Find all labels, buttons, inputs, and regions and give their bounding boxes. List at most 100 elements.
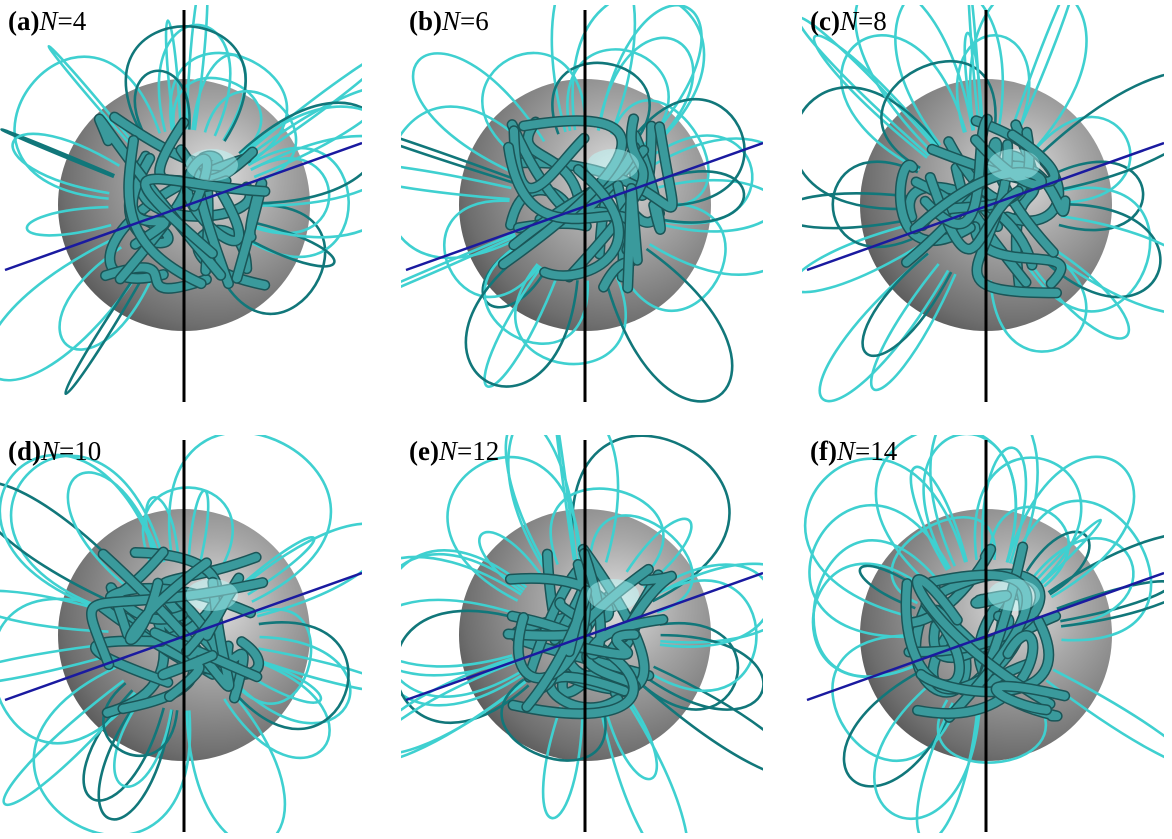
- field-line: [25, 205, 112, 237]
- field-line: [873, 683, 981, 821]
- field-line: [64, 266, 148, 396]
- field-line: [803, 457, 967, 619]
- field-line: [973, 456, 1083, 584]
- highlight: [988, 579, 1040, 611]
- field-line: [0, 597, 138, 745]
- field-line: [185, 692, 287, 833]
- field-line: [411, 52, 546, 176]
- field-line: [203, 89, 298, 184]
- tube: [128, 154, 169, 249]
- panel-label: (b)N=6: [409, 6, 489, 36]
- field-line: [1035, 115, 1132, 204]
- panel-symbol: N: [38, 6, 59, 36]
- field-line: [478, 530, 542, 594]
- tube: [524, 118, 585, 220]
- tube: [99, 550, 234, 691]
- field-line: [596, 36, 695, 157]
- panel: [802, 5, 1164, 403]
- field-line: [627, 97, 746, 207]
- field-line: [401, 598, 515, 677]
- field-line: [922, 435, 1018, 570]
- panel-value: =12: [457, 436, 499, 466]
- field-line: [603, 247, 734, 403]
- field-line: [401, 137, 515, 184]
- field-line: [243, 89, 362, 179]
- panel-value: =4: [58, 6, 87, 36]
- panel: [0, 435, 362, 833]
- field-line: [167, 435, 333, 603]
- field-line: [0, 589, 113, 633]
- field-line: [401, 232, 517, 288]
- field-line: [1054, 160, 1145, 232]
- field-line: [0, 236, 144, 382]
- field-line: [513, 263, 628, 366]
- highlight: [587, 149, 639, 181]
- field-line: [831, 634, 959, 762]
- field-line: [237, 608, 313, 705]
- panel-tag: (c): [810, 6, 840, 36]
- field-line: [812, 34, 939, 159]
- field-line: [169, 51, 289, 166]
- tube: [141, 175, 269, 258]
- panel-value: =14: [855, 436, 898, 466]
- field-line: [238, 101, 362, 205]
- field-line: [401, 165, 512, 201]
- field-line: [500, 678, 607, 762]
- field-line: [1025, 530, 1091, 596]
- panel-value: =6: [460, 6, 489, 36]
- field-line: [649, 137, 763, 233]
- field-line: [464, 250, 579, 388]
- tube: [896, 161, 975, 245]
- field-line: [571, 435, 731, 603]
- field-line: [157, 23, 232, 137]
- field-line: [909, 465, 969, 571]
- field-line: [869, 263, 957, 392]
- field-line: [649, 562, 763, 644]
- field-line: [980, 446, 1028, 564]
- panel-tag: (a): [8, 6, 39, 36]
- field-line: [223, 659, 331, 760]
- field-line: [656, 170, 746, 224]
- panel-label: (f)N=14: [810, 436, 898, 466]
- field-line: [250, 134, 362, 207]
- panel-label: (a)N=4: [8, 6, 87, 36]
- field-line: [861, 252, 953, 358]
- field-line: [1045, 214, 1164, 313]
- field-line: [603, 696, 659, 781]
- field-line: [551, 61, 651, 147]
- field-line: [625, 517, 693, 589]
- field-line: [172, 76, 263, 157]
- field-line: [842, 670, 956, 788]
- field-line: [255, 647, 362, 691]
- field-line: [640, 665, 763, 771]
- field-line: [646, 633, 763, 711]
- field-line: [1036, 518, 1102, 585]
- field-line: [401, 555, 522, 668]
- panel: [401, 435, 763, 833]
- panel-symbol: N: [836, 436, 857, 466]
- field-line: [58, 246, 155, 351]
- field-line: [102, 682, 179, 758]
- field-line: [597, 5, 703, 153]
- panel-symbol: N: [438, 436, 459, 466]
- panel: [401, 5, 763, 403]
- field-line: [588, 514, 694, 614]
- field-line: [141, 486, 235, 570]
- tube: [158, 651, 217, 701]
- field-line: [936, 693, 1048, 764]
- field-line: [802, 192, 913, 230]
- field-line: [217, 203, 327, 316]
- tube: [126, 558, 211, 644]
- panel-symbol: N: [839, 6, 860, 36]
- field-line: [1047, 535, 1164, 628]
- field-line: [967, 5, 983, 130]
- field-line: [232, 621, 350, 731]
- field-line: [1039, 203, 1162, 299]
- tube: [913, 631, 1037, 718]
- tube: [913, 575, 1055, 708]
- panel-tag: (d): [8, 436, 41, 466]
- field-line: [1045, 668, 1164, 759]
- field-line: [1040, 73, 1164, 191]
- field-line: [610, 99, 710, 209]
